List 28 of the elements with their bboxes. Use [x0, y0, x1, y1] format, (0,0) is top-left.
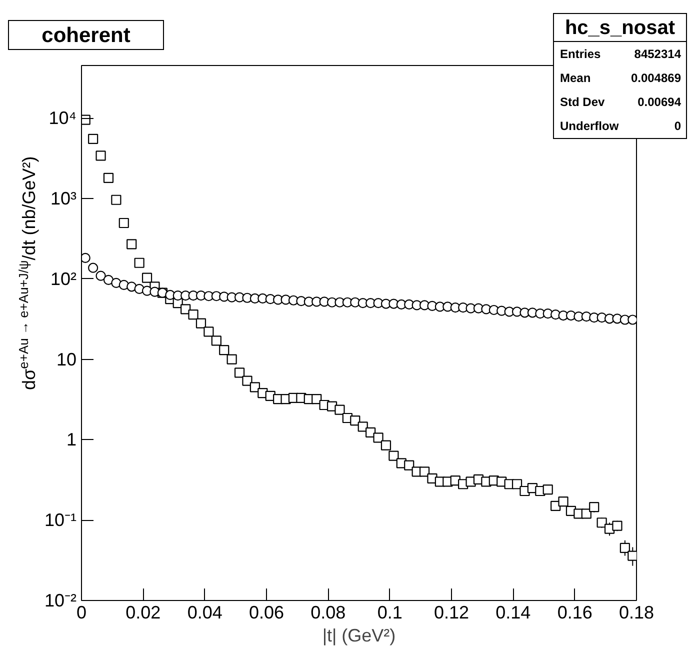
text: 0.00694 [638, 94, 681, 111]
x-tick-label: 0.04 [187, 602, 222, 622]
y-tick-label: 1 [66, 430, 77, 450]
x-tick-label: 0.14 [496, 602, 531, 622]
annotation: 0.004869 [630, 70, 681, 87]
y-tick-label: 10⁻² [44, 590, 77, 610]
x-tick-label: 0 [76, 602, 87, 622]
x-tick-label: 0.16 [557, 602, 592, 622]
y-tick-label: 10⁴ [48, 108, 77, 128]
x-tick-label: 0.02 [126, 602, 161, 622]
y-tick-label: 10⁻¹ [44, 510, 77, 530]
x-tick-label: 0.1 [377, 602, 402, 622]
annotation: Underflow [560, 118, 619, 135]
x-tick-label: 0.08 [310, 602, 346, 622]
x-tick-label: 0.06 [248, 602, 284, 622]
x-tick-label: 0.18 [618, 602, 654, 622]
text: hc_s_nosat [554, 14, 686, 42]
y-tick-label: 10³ [50, 188, 77, 208]
x-tick-label: 0.12 [434, 602, 470, 622]
y-tick-label: 10² [50, 268, 77, 289]
text: 0 [674, 118, 681, 135]
y-tick-label: 10 [56, 349, 77, 370]
text: Entries [560, 46, 601, 63]
x-axis-title: |t| (GeV²) [322, 626, 396, 646]
annotation: Mean [560, 70, 591, 87]
chart-title: coherent [8, 20, 164, 50]
annotation: Std Dev [560, 94, 605, 111]
text: 8452314 [634, 46, 681, 63]
